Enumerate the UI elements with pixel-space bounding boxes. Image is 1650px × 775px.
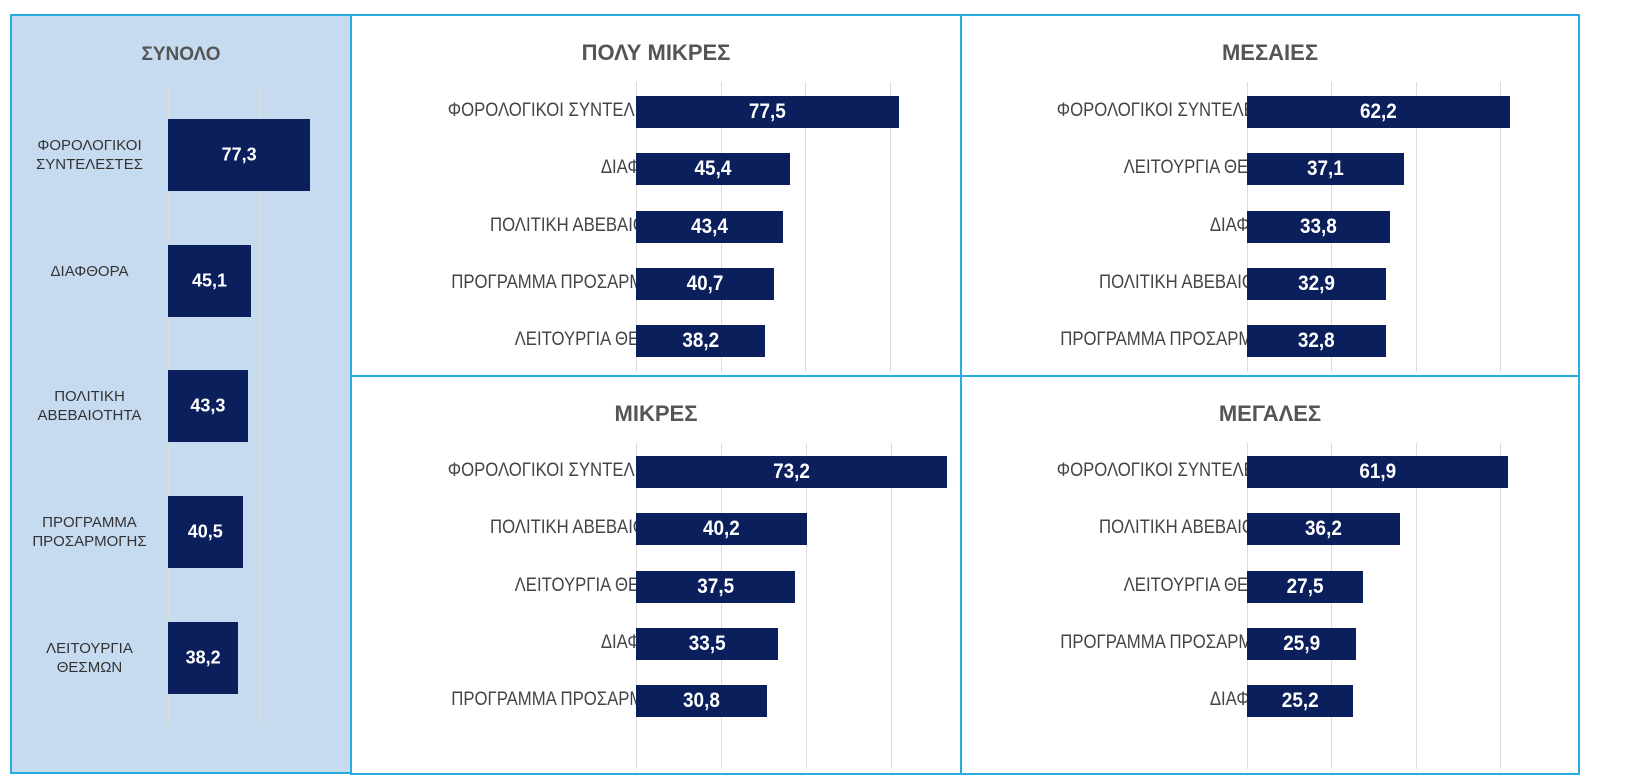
chart-panel: ΜΕΣΑΙΕΣ ΦΟΡΟΛΟΓΙΚΟΙ ΣΥΝΤΕΛΕΣΤΕΣ 62,2 ΛΕΙΤΟΥ… xyxy=(960,14,1580,377)
chart-title: ΠΟΛΥ ΜΙΚΡΕΣ xyxy=(581,40,731,65)
grid-line xyxy=(805,82,807,372)
chart-panel: ΜΙΚΡΕΣ ΦΟΡΟΛΟΓΙΚΟΙ ΣΥΝΤΕΛΕΣΤΕΣ 73,2 ΠΟΛΙΤΙΚ… xyxy=(350,375,962,775)
bar: 40,7 xyxy=(636,267,774,300)
bar: 73,2 xyxy=(636,456,948,488)
grid-line xyxy=(636,443,637,769)
grid-line xyxy=(1500,82,1502,372)
bar: 25,2 xyxy=(1247,685,1354,718)
bar: 45,1 xyxy=(168,244,251,317)
bar: 62,2 xyxy=(1247,96,1510,128)
bar: 43,3 xyxy=(168,370,248,443)
chart-title: ΣΥΝΟΛΟ xyxy=(141,44,221,65)
value-label: 77,5 xyxy=(748,100,786,123)
bar: 37,5 xyxy=(636,570,796,603)
grid-line xyxy=(891,443,892,769)
category-label: ΦΟΡΟΛΟΓΙΚΟΙ ΣΥΝΤΕΛΕΣΤΕΣ xyxy=(35,137,143,173)
category-label: ΔΙΑΦΘΟΡΑ xyxy=(50,262,129,280)
value-label: 32,9 xyxy=(1298,271,1335,295)
category-label: ΠΡΟΓΡΑΜΜΑ ΠΡΟΣΑΡΜΟΓΗΣ xyxy=(1060,329,1297,351)
bar: 77,5 xyxy=(636,96,899,128)
value-label: 45,4 xyxy=(694,157,732,181)
value-label: 43,4 xyxy=(691,214,728,238)
value-label: 33,5 xyxy=(688,631,726,655)
bar: 37,1 xyxy=(1247,153,1404,186)
value-label: 25,9 xyxy=(1283,631,1321,655)
value-label: 77,3 xyxy=(221,144,257,165)
bar: 27,5 xyxy=(1247,570,1364,603)
value-label: 61,9 xyxy=(1359,460,1397,483)
value-label: 25,2 xyxy=(1281,689,1319,713)
bar: 25,9 xyxy=(1247,627,1357,660)
value-label: 37,1 xyxy=(1306,157,1344,181)
bar: 61,9 xyxy=(1247,456,1509,488)
category-label: ΠΡΟΓΡΑΜΜΑ ΠΡΟΣΑΡΜΟΓΗΣ xyxy=(451,689,688,711)
value-label: 37,5 xyxy=(697,574,735,598)
grid-line xyxy=(806,443,807,769)
category-label: ΠΡΟΓΡΑΜΜΑ ΠΡΟΣΑΡΜΟΓΗΣ xyxy=(32,514,147,551)
category-label: ΦΟΡΟΛΟΓΙΚΟΙ ΣΥΝΤΕΛΕΣΤΕΣ xyxy=(1056,460,1297,481)
bar: 40,5 xyxy=(168,496,243,569)
category-label: ΠΡΟΓΡΑΜΜΑ ΠΡΟΣΑΡΜΟΓΗΣ xyxy=(451,271,688,293)
bar: 43,4 xyxy=(636,210,784,243)
value-label: 40,7 xyxy=(686,271,724,295)
value-label: 30,8 xyxy=(683,689,720,713)
chart-panel: ΣΥΝΟΛΟ ΦΟΡΟΛΟΓΙΚΟΙ ΣΥΝΤΕΛΕΣΤΕΣ 77,3 ΔΙΑΦΘΟΡ… xyxy=(10,14,352,774)
bar: 45,4 xyxy=(636,153,790,186)
bar: 77,3 xyxy=(168,119,311,191)
chart-title: ΜΕΣΑΙΕΣ xyxy=(1221,40,1319,65)
category-label: ΦΟΡΟΛΟΓΙΚΟΙ ΣΥΝΤΕΛΕΣΤΕΣ xyxy=(1056,100,1297,121)
category-label: ΦΟΡΟΛΟΓΙΚΟΙ ΣΥΝΤΕΛΕΣΤΕΣ xyxy=(447,460,688,481)
grid-line xyxy=(1415,82,1417,372)
value-label: 40,5 xyxy=(187,521,223,542)
category-label: ΦΟΡΟΛΟΓΙΚΟΙ ΣΥΝΤΕΛΕΣΤΕΣ xyxy=(447,100,688,121)
value-label: 38,2 xyxy=(682,329,720,353)
value-label: 33,8 xyxy=(1299,214,1337,238)
bar: 33,8 xyxy=(1247,210,1390,243)
grid-line xyxy=(1331,443,1333,769)
bar: 30,8 xyxy=(636,685,767,718)
value-label: 62,2 xyxy=(1359,100,1397,123)
bar: 38,2 xyxy=(636,325,766,358)
value-label: 40,2 xyxy=(703,517,740,541)
chart-panel: ΜΕΓΑΛΕΣ ΦΟΡΟΛΟΓΙΚΟΙ ΣΥΝΤΕΛΕΣΤΕΣ 61,9 ΠΟΛΙΤΙ… xyxy=(960,375,1580,775)
grid-line xyxy=(1415,443,1417,769)
grid-line xyxy=(1247,443,1248,769)
bar: 38,2 xyxy=(168,621,239,694)
bar: 36,2 xyxy=(1247,513,1400,546)
bar: 32,9 xyxy=(1247,267,1386,300)
category-label: ΠΡΟΓΡΑΜΜΑ ΠΡΟΣΑΡΜΟΓΗΣ xyxy=(1060,631,1297,653)
category-label: ΛΕΙΤΟΥΡΓΙΑ ΘΕΣΜΩΝ xyxy=(46,639,133,676)
value-label: 73,2 xyxy=(773,460,810,483)
value-label: 43,3 xyxy=(190,395,226,416)
grid-line xyxy=(890,82,892,372)
grid-line xyxy=(260,87,261,726)
bar: 32,8 xyxy=(1247,325,1386,358)
grid-line xyxy=(721,443,722,769)
category-label: ΠΟΛΙΤΙΚΗ ΑΒΕΒΑΙΟΤΗΤΑ xyxy=(37,388,142,425)
chart-title: ΜΕΓΑΛΕΣ xyxy=(1218,401,1322,426)
value-label: 45,1 xyxy=(191,270,227,291)
value-label: 32,8 xyxy=(1297,329,1335,353)
grid-line xyxy=(1500,443,1502,769)
value-label: 27,5 xyxy=(1286,574,1324,598)
bar: 40,2 xyxy=(636,513,807,546)
value-label: 38,2 xyxy=(185,647,221,668)
chart-title: ΜΙΚΡΕΣ xyxy=(614,401,698,426)
value-label: 36,2 xyxy=(1305,517,1342,541)
bar: 33,5 xyxy=(636,627,779,660)
